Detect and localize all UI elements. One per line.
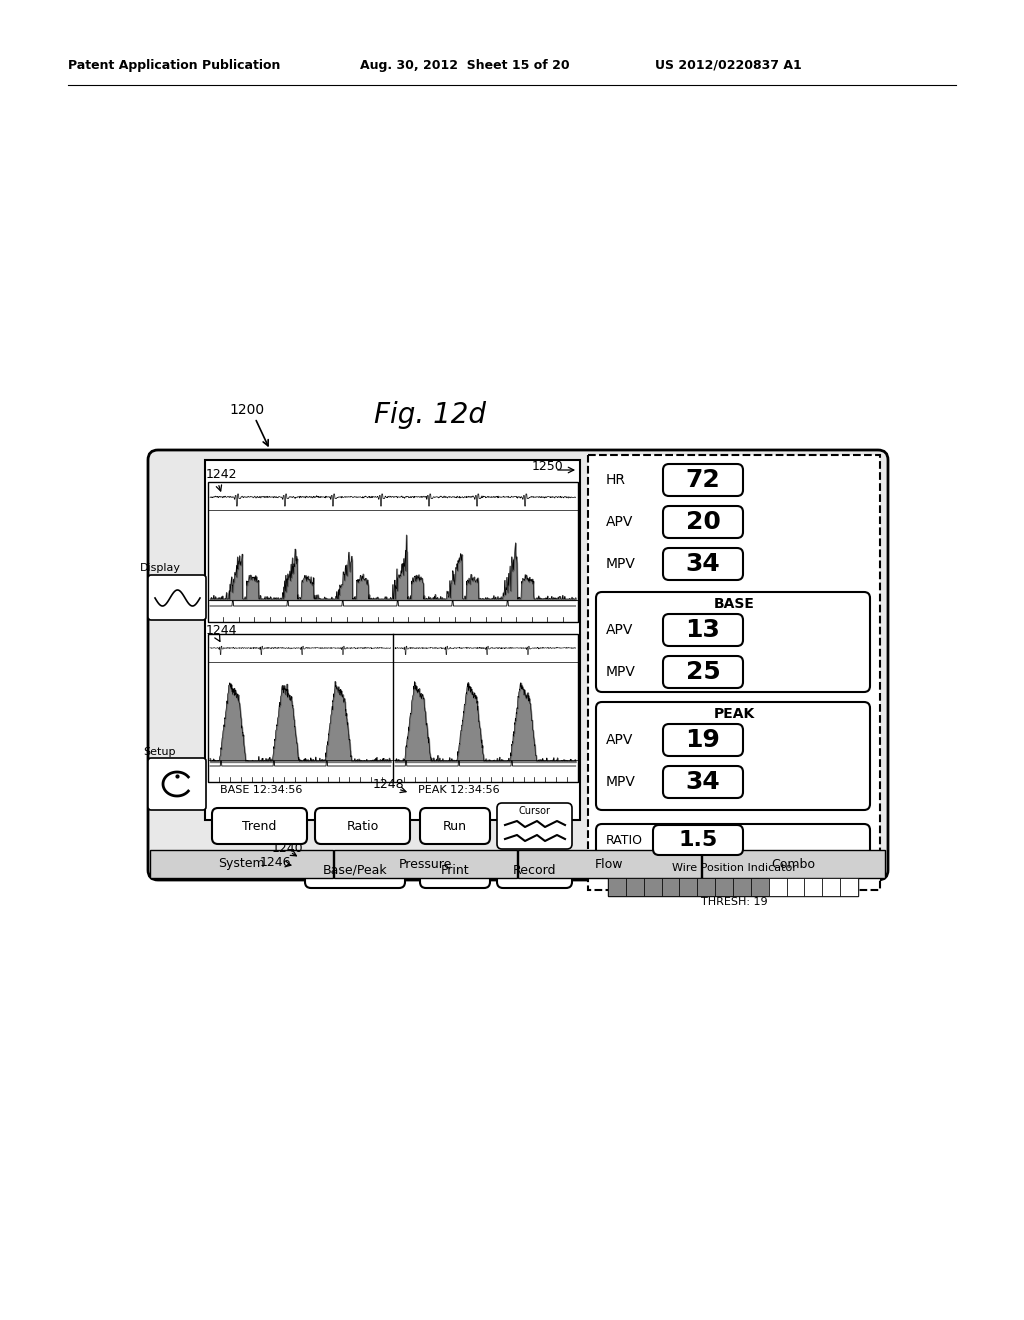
Text: Flow: Flow	[595, 858, 624, 870]
Bar	[786, 878, 805, 896]
Text: APV: APV	[606, 515, 634, 529]
Text: Setup: Setup	[143, 747, 176, 756]
Bar	[588, 455, 880, 890]
FancyBboxPatch shape	[596, 824, 870, 858]
Text: Aug. 30, 2012  Sheet 15 of 20: Aug. 30, 2012 Sheet 15 of 20	[360, 58, 569, 71]
Bar	[662, 878, 680, 896]
Text: 1248: 1248	[372, 779, 403, 792]
FancyBboxPatch shape	[663, 465, 743, 496]
Text: BASE 12:34:56: BASE 12:34:56	[220, 785, 302, 795]
Bar	[769, 878, 786, 896]
FancyBboxPatch shape	[420, 851, 490, 888]
FancyBboxPatch shape	[653, 825, 743, 855]
Text: PEAK 12:34:56: PEAK 12:34:56	[418, 785, 500, 795]
Text: 72: 72	[686, 469, 720, 492]
Text: 25: 25	[686, 660, 720, 684]
Text: 19: 19	[685, 729, 721, 752]
Text: Cursor: Cursor	[518, 807, 551, 816]
Bar	[518, 850, 701, 878]
Bar	[805, 878, 822, 896]
Text: 13: 13	[685, 618, 721, 642]
Text: APV: APV	[606, 733, 634, 747]
Bar	[733, 878, 751, 896]
Text: MPV: MPV	[606, 665, 636, 678]
Text: Trend: Trend	[243, 820, 276, 833]
Bar	[208, 482, 578, 622]
Text: Base/Peak: Base/Peak	[323, 863, 387, 876]
Bar	[626, 878, 644, 896]
FancyBboxPatch shape	[663, 766, 743, 799]
Bar	[751, 878, 769, 896]
Text: 34: 34	[686, 770, 720, 795]
Text: Record: Record	[513, 863, 556, 876]
Text: US 2012/0220837 A1: US 2012/0220837 A1	[655, 58, 802, 71]
FancyBboxPatch shape	[420, 808, 490, 843]
Text: Patent Application Publication: Patent Application Publication	[68, 58, 281, 71]
Text: Combo: Combo	[771, 858, 815, 870]
Text: MPV: MPV	[606, 557, 636, 572]
Text: 34: 34	[686, 552, 720, 576]
Text: Run: Run	[443, 820, 467, 833]
Text: Display: Display	[139, 564, 180, 573]
Bar	[697, 878, 715, 896]
Text: System: System	[218, 858, 265, 870]
Bar	[334, 850, 517, 878]
Bar	[608, 878, 858, 896]
Text: Pressure: Pressure	[398, 858, 453, 870]
FancyBboxPatch shape	[148, 576, 206, 620]
FancyBboxPatch shape	[663, 656, 743, 688]
Text: APV: APV	[606, 623, 634, 638]
FancyBboxPatch shape	[596, 702, 870, 810]
FancyBboxPatch shape	[497, 803, 572, 849]
FancyBboxPatch shape	[148, 450, 888, 880]
FancyBboxPatch shape	[497, 851, 572, 888]
FancyBboxPatch shape	[212, 808, 307, 843]
Bar	[205, 459, 580, 820]
FancyBboxPatch shape	[663, 506, 743, 539]
Text: 1244: 1244	[206, 623, 238, 636]
Text: 1.5: 1.5	[678, 830, 718, 850]
Bar	[208, 634, 578, 781]
Bar	[608, 878, 626, 896]
Bar	[644, 878, 662, 896]
Bar	[150, 850, 333, 878]
Text: Fig. 12d: Fig. 12d	[374, 401, 486, 429]
FancyBboxPatch shape	[148, 758, 206, 810]
Bar	[702, 850, 885, 878]
FancyBboxPatch shape	[305, 851, 406, 888]
FancyBboxPatch shape	[663, 614, 743, 645]
Text: Print: Print	[440, 863, 469, 876]
Text: 1242: 1242	[206, 469, 238, 482]
Text: THRESH: 19: THRESH: 19	[700, 898, 767, 907]
FancyBboxPatch shape	[315, 808, 410, 843]
Text: MPV: MPV	[606, 775, 636, 789]
Bar	[715, 878, 733, 896]
Text: HR: HR	[606, 473, 626, 487]
Text: 1246: 1246	[260, 855, 292, 869]
Text: 1200: 1200	[229, 403, 264, 417]
Text: RATIO: RATIO	[606, 834, 643, 847]
Text: 1250: 1250	[532, 461, 564, 474]
Text: Wire Position Indicator: Wire Position Indicator	[672, 863, 797, 873]
Bar	[822, 878, 840, 896]
Text: BASE: BASE	[714, 597, 755, 611]
Text: PEAK: PEAK	[714, 708, 755, 721]
Bar	[680, 878, 697, 896]
Bar	[840, 878, 858, 896]
FancyBboxPatch shape	[663, 548, 743, 579]
Text: 20: 20	[685, 510, 721, 535]
Text: Ratio: Ratio	[346, 820, 379, 833]
FancyBboxPatch shape	[663, 723, 743, 756]
Text: 1240: 1240	[272, 842, 304, 854]
FancyBboxPatch shape	[596, 591, 870, 692]
